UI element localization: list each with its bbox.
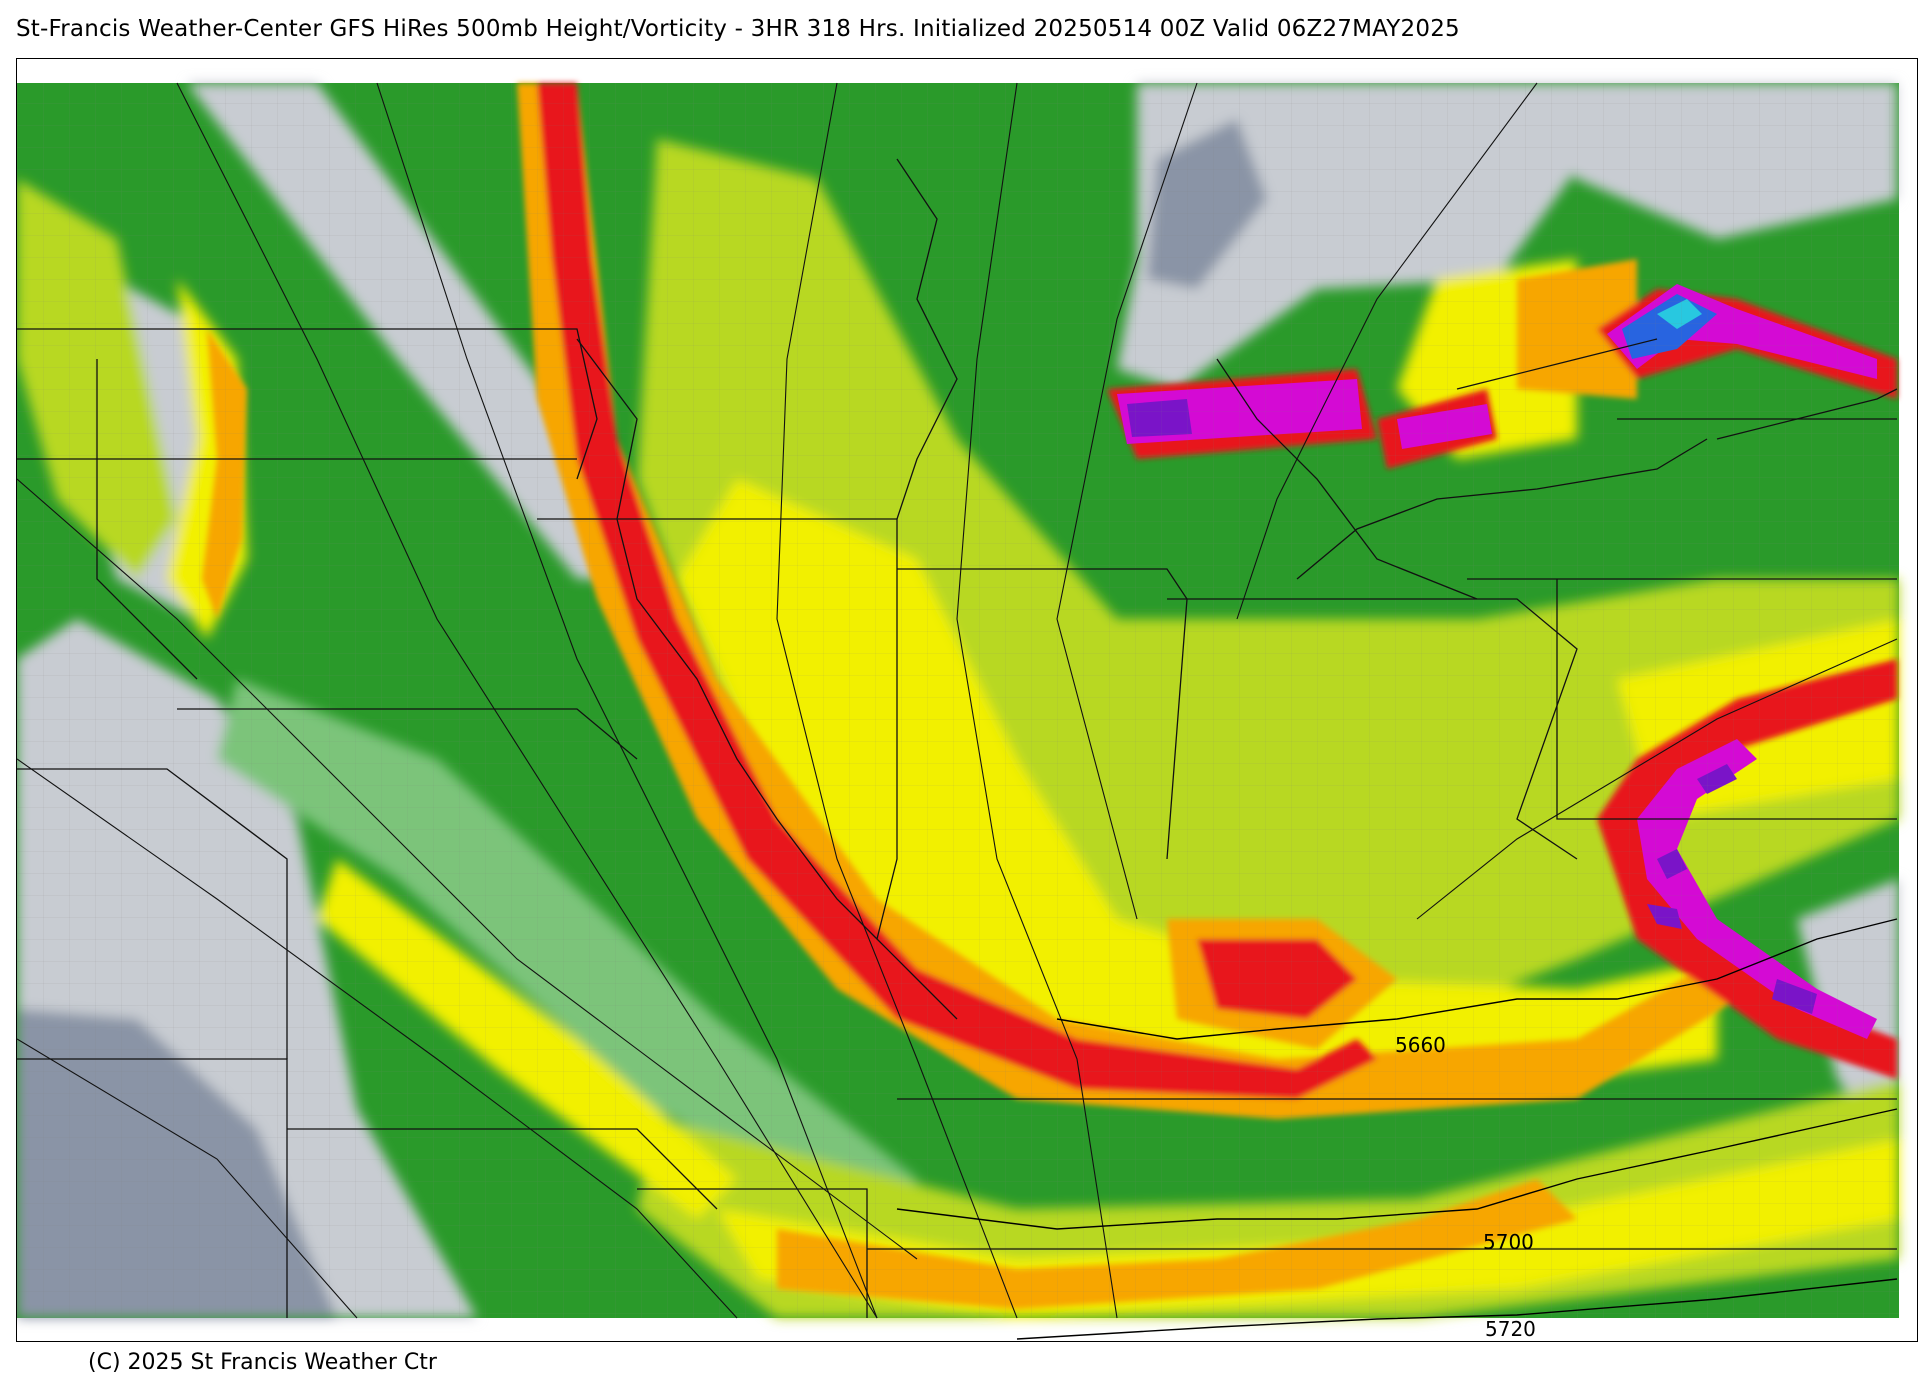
grid-line	[956, 82, 1118, 1319]
contour-label-5720: 5720	[1485, 1317, 1536, 1341]
height-contour-5700	[896, 1108, 1898, 1230]
border-line	[896, 158, 958, 520]
border-line	[177, 708, 638, 760]
county-grid	[17, 83, 1899, 1318]
contour-label-5700: 5700	[1483, 1230, 1534, 1254]
border-line	[96, 359, 198, 680]
border-line	[1456, 338, 1658, 390]
border-line	[17, 1058, 288, 1318]
border-line	[1167, 598, 1578, 860]
grid-line	[17, 1038, 358, 1319]
chart-title: St-Francis Weather-Center GFS HiRes 500m…	[16, 16, 1460, 42]
grid-line	[17, 478, 918, 1260]
contour-label-5660: 5660	[1395, 1033, 1446, 1057]
border-line	[897, 568, 1188, 860]
border-line	[1216, 358, 1478, 600]
height-contour-5660	[1056, 918, 1898, 1040]
height-contour-5720	[1016, 1278, 1898, 1340]
border-line	[1296, 438, 1708, 580]
border-line	[287, 1128, 718, 1210]
border-line	[537, 518, 898, 940]
grid-line	[17, 758, 738, 1319]
grid-line	[1056, 82, 1198, 920]
border-line	[1716, 388, 1898, 440]
grid-line	[1416, 638, 1898, 920]
border-line	[1556, 579, 1897, 820]
border-line	[17, 768, 288, 1059]
copyright-footer: (C) 2025 St Francis Weather Ctr	[88, 1350, 437, 1375]
vorticity-map: 5660 5700 5720	[16, 58, 1918, 1342]
grid-line	[376, 82, 878, 1319]
border-line	[637, 1188, 868, 1318]
grid-line	[776, 82, 1018, 1319]
border-line	[576, 338, 958, 1020]
border-line	[17, 328, 598, 480]
grid-line	[176, 82, 878, 1319]
grid-line	[1236, 82, 1538, 620]
